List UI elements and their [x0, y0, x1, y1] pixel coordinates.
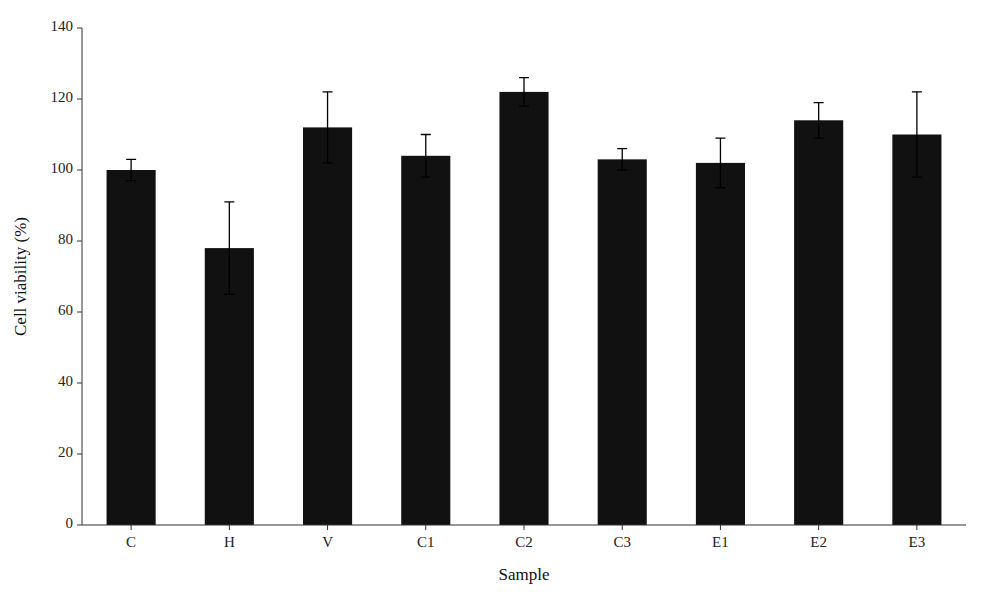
bar — [107, 170, 156, 525]
y-tick-label: 0 — [66, 515, 74, 531]
x-tick-label: C3 — [613, 534, 631, 550]
bar — [892, 135, 941, 526]
y-tick-label: 20 — [58, 444, 73, 460]
x-tick — [622, 525, 623, 530]
x-axis-label: Sample — [499, 565, 550, 584]
x-tick — [327, 525, 328, 530]
x-tick-label: E1 — [712, 534, 729, 550]
error-bar — [912, 92, 922, 177]
x-tick — [229, 525, 230, 530]
error-bar — [224, 202, 234, 294]
bar — [499, 92, 548, 525]
x-tick-label: H — [224, 534, 235, 550]
y-tick — [77, 312, 82, 313]
error-bar — [814, 103, 824, 139]
x-tick-label: C — [126, 534, 136, 550]
bar — [696, 163, 745, 525]
bar — [303, 127, 352, 525]
x-tick-label: E2 — [810, 534, 827, 550]
y-tick-label: 40 — [58, 373, 73, 389]
y-tick-label: 140 — [51, 18, 74, 34]
x-tick — [720, 525, 721, 530]
y-tick — [77, 28, 82, 29]
x-tick — [425, 525, 426, 530]
error-bar — [421, 135, 431, 178]
y-tick — [77, 383, 82, 384]
x-tick — [818, 525, 819, 530]
chart-svg: 0 20 40 60 80 100 120 140 C H V C1 C2 C3 E1 E2 E3 Sample C… — [0, 0, 992, 599]
y-tick — [77, 454, 82, 455]
y-tick-label: 80 — [58, 231, 73, 247]
y-tick — [77, 99, 82, 100]
x-tick-label: C2 — [515, 534, 533, 550]
y-axis-line — [82, 28, 83, 525]
bar — [794, 120, 843, 525]
x-tick — [916, 525, 917, 530]
error-bar — [715, 138, 725, 188]
y-tick-label: 60 — [58, 302, 73, 318]
error-bar — [323, 92, 333, 163]
y-axis-label: Cell viability (%) — [11, 217, 30, 336]
y-tick — [77, 525, 82, 526]
y-tick — [77, 241, 82, 242]
x-tick-label: E3 — [909, 534, 926, 550]
chart-container: 0 20 40 60 80 100 120 140 C H V C1 C2 C3 E1 E2 E3 Sample C… — [0, 0, 992, 599]
x-tick-label: V — [322, 534, 333, 550]
axes: 0 20 40 60 80 100 120 140 C H V C1 C2 C3 E1 E2 E3 — [51, 18, 967, 550]
plot-area — [107, 78, 942, 525]
error-bar — [126, 159, 136, 180]
x-tick-label: C1 — [417, 534, 435, 550]
bar — [401, 156, 450, 525]
error-bar — [617, 149, 627, 170]
error-bar — [519, 78, 529, 106]
y-tick-label: 100 — [51, 160, 74, 176]
x-tick — [524, 525, 525, 530]
y-tick — [77, 170, 82, 171]
bar — [598, 159, 647, 525]
x-tick — [131, 525, 132, 530]
y-tick-label: 120 — [51, 89, 74, 105]
